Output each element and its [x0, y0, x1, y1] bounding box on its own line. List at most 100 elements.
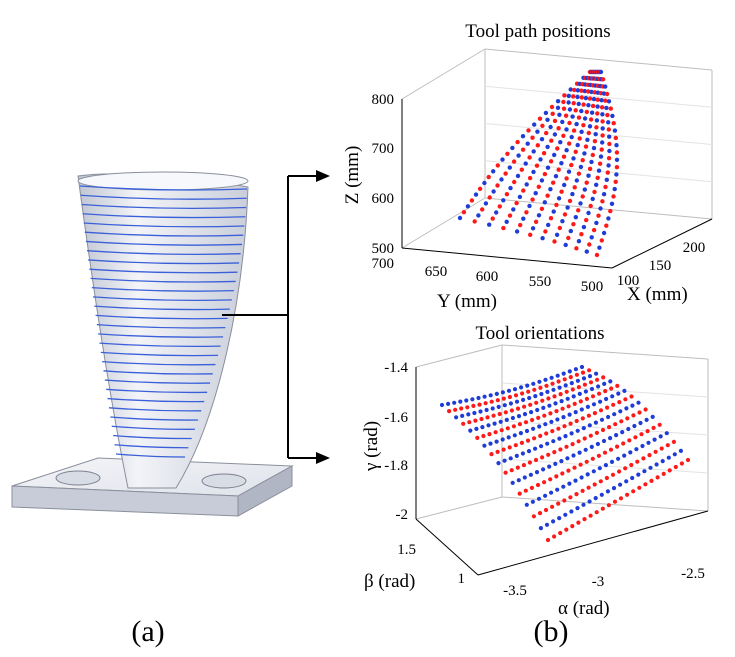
data-point	[488, 441, 493, 446]
data-point	[569, 509, 574, 514]
data-point	[584, 249, 589, 254]
data-point	[489, 399, 494, 404]
data-point	[507, 213, 513, 218]
data-point	[509, 408, 514, 413]
data-point	[529, 485, 535, 490]
data-point	[540, 398, 545, 403]
data-point	[554, 232, 560, 237]
data-point	[562, 182, 567, 188]
data-point	[555, 99, 561, 104]
data-point	[673, 464, 678, 470]
data-point	[598, 69, 604, 75]
data-point	[563, 113, 569, 118]
data-point	[581, 102, 586, 107]
data-point	[632, 423, 637, 429]
data-point	[504, 219, 509, 224]
blade-path-line	[83, 222, 245, 228]
data-point	[622, 453, 627, 458]
data-point	[603, 184, 608, 190]
data-point	[570, 191, 575, 197]
data-point	[594, 371, 599, 376]
data-point	[460, 413, 465, 418]
data-point	[504, 417, 509, 422]
blade-path-line	[107, 397, 205, 403]
data-point	[585, 404, 591, 409]
data-point	[476, 213, 481, 218]
data-point	[561, 154, 567, 159]
data-point	[533, 446, 538, 451]
data-point	[575, 378, 581, 383]
data-point	[582, 517, 587, 522]
data-point	[543, 110, 549, 116]
data-point	[542, 480, 547, 485]
data-point	[561, 371, 566, 376]
data-point	[578, 201, 583, 206]
data-point	[566, 235, 571, 241]
data-point	[586, 130, 591, 136]
chart2-y-label: β (rad)	[364, 571, 415, 592]
data-point	[487, 222, 492, 227]
data-point	[582, 436, 587, 441]
data-point	[597, 391, 602, 396]
data-point	[551, 209, 556, 214]
data-point	[587, 124, 593, 129]
data-point	[487, 195, 492, 200]
data-point	[503, 470, 508, 475]
data-point	[604, 396, 609, 402]
data-point	[606, 99, 612, 104]
chart1-axes	[401, 99, 713, 269]
data-point	[527, 175, 533, 181]
data-point	[526, 449, 532, 454]
data-point	[478, 409, 483, 414]
data-point	[599, 105, 605, 110]
data-point	[654, 462, 659, 467]
data-point	[539, 137, 545, 142]
data-point	[559, 161, 564, 166]
data-point	[564, 389, 569, 394]
data-point	[567, 107, 573, 112]
data-point	[651, 425, 656, 430]
data-point	[565, 205, 570, 210]
data-point	[614, 150, 620, 155]
data-point	[495, 449, 500, 454]
data-point	[518, 222, 523, 228]
data-point	[516, 414, 522, 419]
data-point	[580, 194, 585, 199]
data-point	[593, 132, 598, 137]
data-point	[561, 484, 566, 489]
data-point	[545, 117, 550, 123]
data-point	[606, 216, 611, 221]
data-point	[521, 463, 527, 468]
data-point	[628, 450, 633, 455]
data-point	[593, 420, 599, 425]
data-point	[533, 394, 538, 399]
data-point	[574, 178, 579, 183]
data-point	[524, 210, 529, 215]
data-point	[537, 510, 543, 516]
data-point	[515, 173, 521, 179]
data-point	[589, 110, 595, 115]
data-point	[537, 424, 542, 429]
blade-path-line	[104, 379, 211, 384]
data-point	[616, 456, 621, 461]
data-point	[540, 123, 545, 128]
data-point	[608, 106, 613, 111]
data-point	[594, 252, 600, 258]
data-point	[499, 177, 504, 182]
data-point	[616, 391, 621, 396]
data-point	[648, 465, 653, 470]
data-point	[600, 126, 605, 131]
data-point	[579, 108, 584, 114]
data-point	[610, 472, 616, 477]
data-point	[527, 203, 532, 209]
data-point	[599, 147, 604, 152]
data-point	[533, 219, 539, 224]
data-point	[543, 493, 548, 498]
data-point	[672, 452, 677, 457]
data-point	[596, 168, 602, 173]
data-point	[521, 188, 526, 193]
data-point	[538, 385, 543, 390]
data-point	[525, 438, 531, 443]
data-point	[551, 180, 556, 185]
data-point	[643, 407, 648, 412]
